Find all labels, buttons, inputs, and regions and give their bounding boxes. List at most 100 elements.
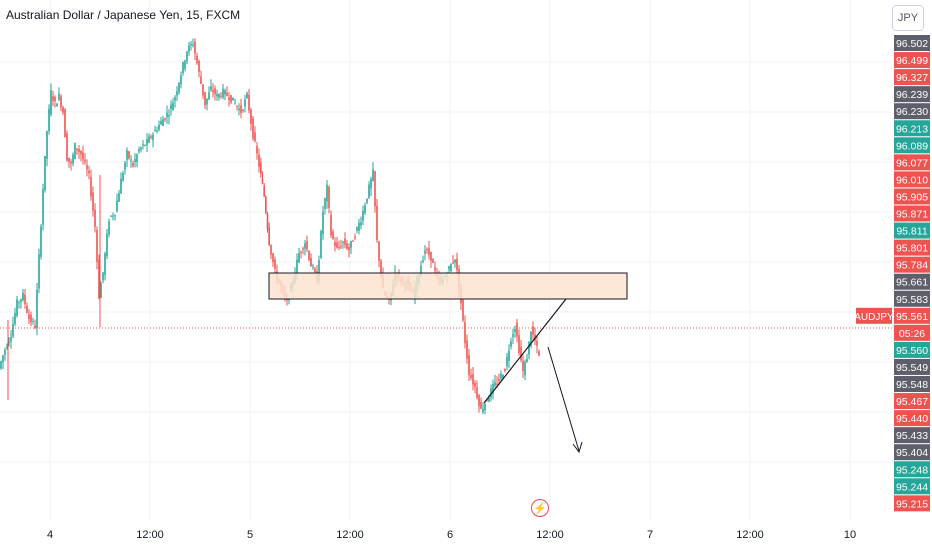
candle-body <box>16 299 18 316</box>
candle-body <box>36 289 38 328</box>
candle-body <box>512 334 514 337</box>
candle-body <box>46 131 48 159</box>
candles <box>0 38 540 415</box>
candle-body <box>330 214 332 236</box>
price-label-bg <box>894 290 930 307</box>
time-axis: 4 12:00 5 12:00 6 12:00 7 12:00 10 <box>47 529 856 541</box>
candle-body <box>222 88 224 98</box>
candle-body <box>30 314 32 323</box>
price-label-bg <box>894 256 930 273</box>
candle-body <box>208 92 210 100</box>
candle-body <box>462 299 464 321</box>
candle-body <box>56 103 58 107</box>
candle-body <box>64 109 66 138</box>
candle-body <box>252 118 254 139</box>
candle-body <box>265 196 267 214</box>
candle-body <box>538 351 540 356</box>
candle-body <box>376 205 378 241</box>
candle-body <box>368 184 370 198</box>
candle-body <box>136 154 138 162</box>
lightning-icon[interactable]: ⚡ <box>531 499 549 517</box>
candle-body <box>426 249 428 251</box>
candle-body <box>108 221 110 235</box>
price-label: 96.327 <box>896 72 928 84</box>
candle-body <box>162 119 164 126</box>
trendline-support <box>483 298 567 404</box>
price-label: 05:26 <box>899 328 925 340</box>
candle-body <box>40 226 42 257</box>
candle-body <box>84 159 86 162</box>
candle-body <box>156 130 158 132</box>
candle-body <box>82 152 84 160</box>
price-label: 95.811 <box>896 226 927 238</box>
symbol-label-bg <box>856 307 892 324</box>
candle-body <box>530 332 532 347</box>
candle-body <box>116 200 118 212</box>
price-label-bg <box>894 307 930 324</box>
candle-body <box>206 98 208 105</box>
candle-body <box>344 238 346 246</box>
price-label-bg <box>894 427 930 444</box>
price-label: 95.548 <box>896 379 928 391</box>
candle-body <box>100 283 102 298</box>
candle-body <box>90 177 92 197</box>
candle-body <box>214 88 216 95</box>
candle-body <box>2 355 4 363</box>
candle-body <box>70 161 72 164</box>
price-label-bg <box>894 171 930 188</box>
candle-body <box>308 251 310 261</box>
candle-body <box>196 55 198 64</box>
candle-body <box>158 124 160 130</box>
candle-body <box>78 149 80 153</box>
candle-body <box>518 335 520 353</box>
candle-body <box>180 75 182 85</box>
price-label-bg <box>894 461 930 478</box>
candle-body <box>32 320 34 322</box>
candle-body <box>176 91 178 96</box>
candle-body <box>340 246 342 248</box>
candle-body <box>134 159 136 163</box>
candle-body <box>358 223 360 231</box>
candle-body <box>526 359 528 363</box>
candle-body <box>178 82 180 93</box>
candle-body <box>254 132 256 142</box>
price-label-bg <box>894 495 930 512</box>
candle-body <box>60 96 62 108</box>
currency-button[interactable]: JPY <box>892 5 924 31</box>
price-label: 95.215 <box>896 498 928 510</box>
price-label-bg <box>894 188 930 205</box>
candle-body <box>494 382 496 386</box>
candle-body <box>148 136 150 143</box>
candle-body <box>378 241 380 261</box>
price-label: 95.248 <box>896 464 928 476</box>
candle-body <box>504 369 506 372</box>
candle-body <box>424 250 426 254</box>
candle-body <box>298 253 300 263</box>
candle-body <box>270 245 272 255</box>
price-label-bg <box>894 120 930 137</box>
x-tick-label: 12:00 <box>336 529 364 541</box>
candle-body <box>130 159 132 161</box>
candle-body <box>306 241 308 250</box>
price-axis: 96.502 96.499 96.327 96.239 96.230 96.213 96.0… <box>854 0 932 550</box>
price-label-bg <box>894 35 930 51</box>
candle-body <box>68 157 70 163</box>
candle-body <box>146 139 148 146</box>
candle-body <box>256 145 258 154</box>
price-label: 95.905 <box>896 191 928 203</box>
candle-body <box>220 95 222 97</box>
candle-body <box>522 360 524 371</box>
price-label-bg <box>894 103 930 120</box>
candle-body <box>430 251 432 261</box>
candle-body <box>260 162 262 174</box>
price-label: 96.499 <box>896 55 928 67</box>
candle-body <box>498 378 500 382</box>
candle-body <box>184 60 186 69</box>
candle-body <box>380 260 382 277</box>
candle-body <box>492 384 494 394</box>
candle-body <box>258 154 260 167</box>
price-label: 95.784 <box>896 260 928 272</box>
price-label: 95.560 <box>896 345 928 357</box>
x-tick-label: 4 <box>47 529 53 541</box>
